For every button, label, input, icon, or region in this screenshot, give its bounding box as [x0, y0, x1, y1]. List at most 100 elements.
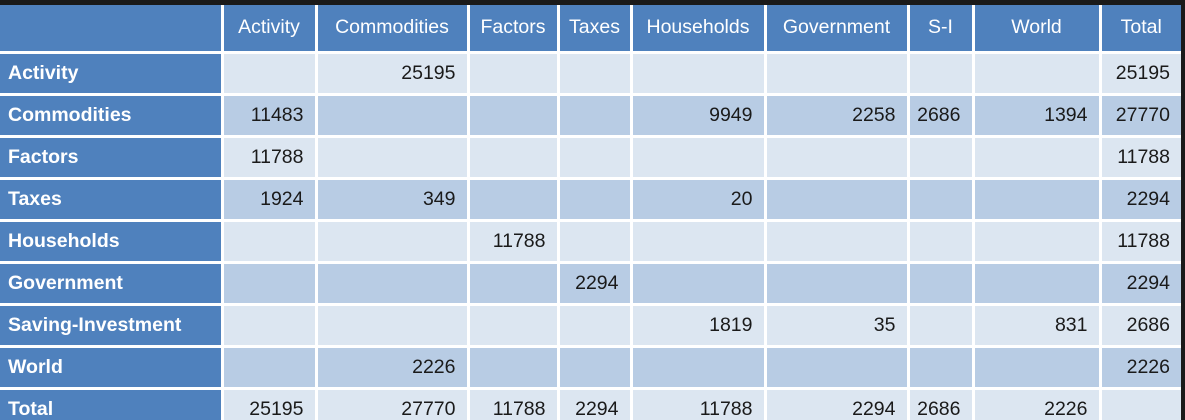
row-header-taxes: Taxes — [0, 176, 224, 222]
column-header-world: World — [971, 5, 1102, 54]
cell-taxes-total: 2294 — [1098, 176, 1181, 222]
cell-households-commodities — [314, 218, 470, 264]
column-header-factors: Factors — [466, 5, 560, 54]
cell-taxes-taxes — [556, 176, 633, 222]
cell-total-s-i: 2686 — [906, 386, 975, 420]
row-header-government: Government — [0, 260, 224, 306]
cell-factors-taxes — [556, 134, 633, 180]
column-header-total: Total — [1098, 5, 1181, 54]
row-header-commodities: Commodities — [0, 92, 224, 138]
row-header-factors: Factors — [0, 134, 224, 180]
cell-government-factors — [466, 260, 560, 306]
cell-saving-investment-households: 1819 — [629, 302, 767, 348]
cell-factors-world — [971, 134, 1102, 180]
cell-saving-investment-s-i — [906, 302, 975, 348]
table-row-commodities: Commodities 11483 9949 2258 2686 1394 27770 — [0, 92, 1181, 138]
cell-factors-factors — [466, 134, 560, 180]
column-header-commodities: Commodities — [314, 5, 470, 54]
cell-taxes-government — [763, 176, 910, 222]
cell-government-total: 2294 — [1098, 260, 1181, 306]
cell-government-commodities — [314, 260, 470, 306]
cell-factors-s-i — [906, 134, 975, 180]
cell-activity-households — [629, 50, 767, 96]
header-row: Activity Commodities Factors Taxes Household… — [0, 5, 1181, 54]
corner-cell — [0, 5, 224, 54]
cell-households-factors: 11788 — [466, 218, 560, 264]
cell-activity-world — [971, 50, 1102, 96]
cell-world-s-i — [906, 344, 975, 390]
table-row-total: Total 25195 27770 11788 2294 11788 2294 2686 222… — [0, 386, 1181, 420]
cell-commodities-government: 2258 — [763, 92, 910, 138]
cell-households-s-i — [906, 218, 975, 264]
cell-saving-investment-commodities — [314, 302, 470, 348]
cell-government-activity — [220, 260, 318, 306]
cell-world-world — [971, 344, 1102, 390]
cell-total-world: 2226 — [971, 386, 1102, 420]
sam-table: Activity Commodities Factors Taxes Household… — [0, 5, 1181, 420]
cell-activity-total: 25195 — [1098, 50, 1181, 96]
cell-households-households — [629, 218, 767, 264]
cell-government-world — [971, 260, 1102, 306]
table-row-government: Government 2294 2294 — [0, 260, 1181, 306]
cell-world-taxes — [556, 344, 633, 390]
column-header-households: Households — [629, 5, 767, 54]
cell-saving-investment-factors — [466, 302, 560, 348]
cell-saving-investment-taxes — [556, 302, 633, 348]
cell-households-government — [763, 218, 910, 264]
table-row-world: World 2226 2226 — [0, 344, 1181, 390]
row-header-saving-investment: Saving-Investment — [0, 302, 224, 348]
cell-taxes-s-i — [906, 176, 975, 222]
row-header-households: Households — [0, 218, 224, 264]
cell-commodities-total: 27770 — [1098, 92, 1181, 138]
cell-taxes-factors — [466, 176, 560, 222]
cell-activity-commodities: 25195 — [314, 50, 470, 96]
column-header-government: Government — [763, 5, 910, 54]
cell-government-taxes: 2294 — [556, 260, 633, 306]
cell-factors-total: 11788 — [1098, 134, 1181, 180]
cell-world-total: 2226 — [1098, 344, 1181, 390]
cell-total-total — [1098, 386, 1181, 420]
cell-total-taxes: 2294 — [556, 386, 633, 420]
cell-commodities-factors — [466, 92, 560, 138]
cell-saving-investment-total: 2686 — [1098, 302, 1181, 348]
cell-total-government: 2294 — [763, 386, 910, 420]
cell-government-s-i — [906, 260, 975, 306]
row-header-activity: Activity — [0, 50, 224, 96]
cell-commodities-s-i: 2686 — [906, 92, 975, 138]
cell-commodities-activity: 11483 — [220, 92, 318, 138]
table-row-activity: Activity 25195 25195 — [0, 50, 1181, 96]
cell-activity-taxes — [556, 50, 633, 96]
row-header-world: World — [0, 344, 224, 390]
cell-world-factors — [466, 344, 560, 390]
cell-taxes-households: 20 — [629, 176, 767, 222]
cell-households-taxes — [556, 218, 633, 264]
table-row-taxes: Taxes 1924 349 20 2294 — [0, 176, 1181, 222]
cell-activity-factors — [466, 50, 560, 96]
cell-world-commodities: 2226 — [314, 344, 470, 390]
cell-factors-activity: 11788 — [220, 134, 318, 180]
cell-households-activity — [220, 218, 318, 264]
cell-commodities-world: 1394 — [971, 92, 1102, 138]
cell-activity-activity — [220, 50, 318, 96]
cell-government-government — [763, 260, 910, 306]
cell-total-factors: 11788 — [466, 386, 560, 420]
cell-saving-investment-government: 35 — [763, 302, 910, 348]
cell-world-activity — [220, 344, 318, 390]
cell-activity-government — [763, 50, 910, 96]
cell-activity-s-i — [906, 50, 975, 96]
column-header-taxes: Taxes — [556, 5, 633, 54]
cell-government-households — [629, 260, 767, 306]
cell-factors-commodities — [314, 134, 470, 180]
cell-factors-government — [763, 134, 910, 180]
cell-total-activity: 25195 — [220, 386, 318, 420]
table-row-saving-investment: Saving-Investment 1819 35 831 2686 — [0, 302, 1181, 348]
cell-commodities-households: 9949 — [629, 92, 767, 138]
table-row-factors: Factors 11788 11788 — [0, 134, 1181, 180]
cell-commodities-taxes — [556, 92, 633, 138]
cell-taxes-commodities: 349 — [314, 176, 470, 222]
cell-world-government — [763, 344, 910, 390]
cell-households-total: 11788 — [1098, 218, 1181, 264]
table-row-households: Households 11788 11788 — [0, 218, 1181, 264]
column-header-activity: Activity — [220, 5, 318, 54]
